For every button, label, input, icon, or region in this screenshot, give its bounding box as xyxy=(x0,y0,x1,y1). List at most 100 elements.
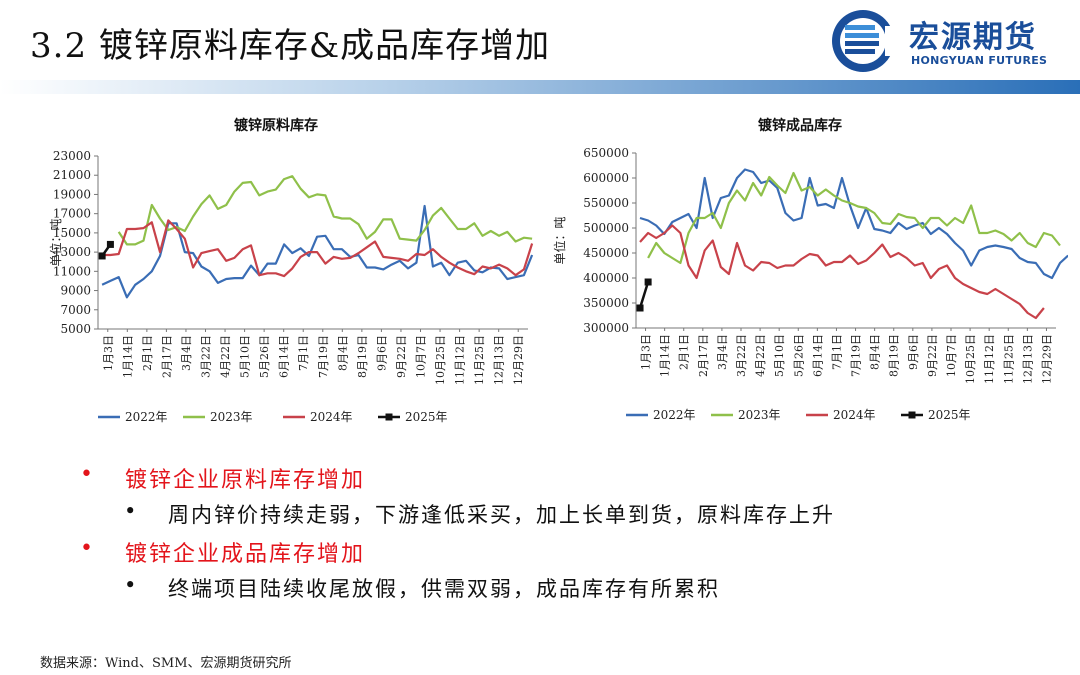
y-tick-label: 21000 xyxy=(53,168,91,182)
bullet-marker: • xyxy=(124,499,137,523)
x-tick-label: 12月29日 xyxy=(1040,334,1053,384)
legend-label: 2024年 xyxy=(833,408,876,422)
x-tick-label: 6月14日 xyxy=(278,335,291,378)
x-tick-label: 1月14日 xyxy=(121,335,134,378)
series-line-2024年 xyxy=(102,219,534,278)
finished-goods-inventory-chart-svg: 镀锌成品库存 300000 350000 400000 450000 500000 5500… xyxy=(552,117,1068,422)
raw-material-inventory-chart: 镀锌原料库存 5000 7000 9000 11000 13000 15000 17000 19… xyxy=(38,108,538,443)
y-tick-label: 600000 xyxy=(583,171,629,185)
x-tick-label: 10月7日 xyxy=(415,335,428,378)
x-tick-label: 7月19日 xyxy=(850,334,863,377)
x-tick-label: 10月25日 xyxy=(964,334,977,384)
x-tick-label: 4月22日 xyxy=(754,334,767,377)
bullet-heading-text: 镀锌企业成品库存增加 xyxy=(125,542,366,567)
header-divider-bar xyxy=(0,80,1080,94)
x-tick-label: 3月22日 xyxy=(200,335,213,378)
y-tick-label: 650000 xyxy=(583,146,629,160)
bullet-detail-text: 终端项目陆续收尾放假，供需双弱，成品库存有所累积 xyxy=(168,577,720,601)
y-tick-label: 23000 xyxy=(53,149,91,163)
x-tick-label: 10月25日 xyxy=(434,335,447,385)
y-tick-label: 9000 xyxy=(60,284,91,298)
x-tick-label: 1月3日 xyxy=(640,334,653,370)
x-tick-label: 8月4日 xyxy=(869,334,882,370)
x-tick-label: 12月13日 xyxy=(493,335,506,385)
x-tick-label: 8月4日 xyxy=(336,335,349,371)
y-tick-label: 15000 xyxy=(53,226,91,240)
y-tick-label: 13000 xyxy=(53,245,91,259)
series-line-2024年 xyxy=(639,224,1045,320)
y-tick-label: 500000 xyxy=(583,221,629,235)
bullet-detail-1: • 周内锌价持续走弱，下游逢低采买，加上长单到货，原料库存上升 xyxy=(80,499,1040,536)
y-axis-label: 单位：吨 xyxy=(48,218,63,266)
x-tick-label: 3月4日 xyxy=(716,334,729,370)
legend-label: 2025年 xyxy=(405,410,448,424)
x-tick-label: 9月6日 xyxy=(375,335,388,371)
y-tick-label: 7000 xyxy=(60,303,91,317)
series-point-2025年 xyxy=(636,304,644,312)
x-tick-label: 2月17日 xyxy=(160,335,173,378)
x-tick-label: 9月22日 xyxy=(395,335,408,378)
x-tick-label: 3月4日 xyxy=(180,335,193,371)
series-line-2022年 xyxy=(101,204,534,299)
x-tick-label: 12月13日 xyxy=(1021,334,1034,384)
x-tick-label: 9月22日 xyxy=(926,334,939,377)
y-tick-label: 5000 xyxy=(60,322,91,336)
chart-title: 镀锌成品库存 xyxy=(758,117,842,134)
y-tick-label: 300000 xyxy=(583,321,629,335)
company-logo: 宏源期货 HONGYUAN FUTURES xyxy=(825,6,1075,76)
bullet-detail-2: • 终端项目陆续收尾放假，供需双弱，成品库存有所累积 xyxy=(80,573,1040,610)
x-tick-label: 8月19日 xyxy=(356,335,369,378)
x-tick-label: 8月19日 xyxy=(888,334,901,377)
finished-goods-inventory-chart: 镀锌成品库存 300000 350000 400000 450000 500000 5500… xyxy=(548,108,1068,443)
chart-title: 镀锌原料库存 xyxy=(234,117,318,134)
x-tick-label: 5月10日 xyxy=(239,335,252,378)
x-tick-label: 10月7日 xyxy=(945,334,958,377)
logo-emblem-icon xyxy=(832,10,905,72)
x-tick-label: 7月19日 xyxy=(317,335,330,378)
series-point-2025年 xyxy=(106,240,114,248)
y-tick-label: 550000 xyxy=(583,196,629,210)
legend-label: 2022年 xyxy=(653,408,696,422)
y-tick-label: 17000 xyxy=(53,207,91,221)
x-tick-label: 11月12日 xyxy=(454,335,467,385)
logo-text-en: HONGYUAN FUTURES xyxy=(911,54,1048,67)
bullet-marker: • xyxy=(124,573,137,597)
x-tick-label: 11月25日 xyxy=(473,335,486,385)
x-tick-label: 5月26日 xyxy=(258,335,271,378)
series-line-2025年 xyxy=(638,281,650,309)
series-point-2025年 xyxy=(644,278,652,286)
legend-label: 2024年 xyxy=(310,410,353,424)
x-tick-label: 7月1日 xyxy=(297,335,310,371)
series-point-2025年 xyxy=(98,252,106,260)
bullet-detail-text: 周内锌价持续走弱，下游逢低采买，加上长单到货，原料库存上升 xyxy=(168,503,835,527)
series-line-2022年 xyxy=(639,168,1068,280)
bullet-marker: • xyxy=(80,462,93,487)
x-tick-label: 5月26日 xyxy=(792,334,805,377)
x-tick-label: 11月12日 xyxy=(983,334,996,384)
x-tick-label: 5月10日 xyxy=(773,334,786,377)
legend-label: 2023年 xyxy=(738,408,781,422)
y-tick-label: 350000 xyxy=(583,296,629,310)
bullet-marker: • xyxy=(80,536,93,561)
y-tick-label: 19000 xyxy=(53,187,91,201)
bullet-heading-text: 镀锌企业原料库存增加 xyxy=(125,468,366,493)
x-tick-label: 4月22日 xyxy=(219,335,232,378)
x-tick-label: 7月1日 xyxy=(830,334,843,370)
bullet-heading-1: • 镀锌企业原料库存增加 xyxy=(80,462,1040,499)
y-tick-label: 11000 xyxy=(53,264,91,278)
y-tick-label: 400000 xyxy=(583,271,629,285)
series-line-2023年 xyxy=(117,175,533,246)
x-tick-label: 12月29日 xyxy=(512,335,525,385)
x-tick-label: 6月14日 xyxy=(811,334,824,377)
bullet-list: • 镀锌企业原料库存增加 • 周内锌价持续走弱，下游逢低采买，加上长单到货，原料… xyxy=(80,462,1040,610)
series-line-2023年 xyxy=(647,171,1061,265)
legend-marker xyxy=(908,411,916,419)
x-tick-label: 3月22日 xyxy=(735,334,748,377)
y-tick-label: 450000 xyxy=(583,246,629,260)
raw-material-inventory-chart-svg: 镀锌原料库存 5000 7000 9000 11000 13000 15000 17000 19… xyxy=(48,117,534,424)
legend-label: 2025年 xyxy=(928,408,971,422)
x-tick-label: 1月14日 xyxy=(659,334,672,377)
x-tick-label: 11月25日 xyxy=(1002,334,1015,384)
logo-text-cn: 宏源期货 xyxy=(909,20,1037,55)
page-title: 3.2 镀锌原料库存&成品库存增加 xyxy=(30,26,551,66)
